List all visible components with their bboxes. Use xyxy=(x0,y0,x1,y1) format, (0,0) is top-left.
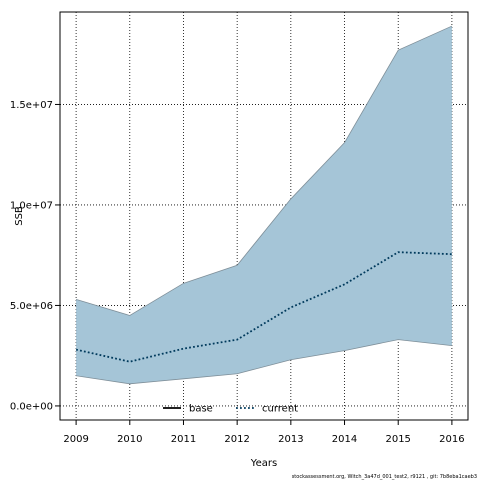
series-layer xyxy=(75,251,452,363)
plot-frame xyxy=(59,11,469,421)
x-axis-title: Years xyxy=(250,458,277,469)
legend-label-base: base xyxy=(189,404,213,415)
x-tick-label: 2009 xyxy=(63,434,88,445)
confidence-band-layer xyxy=(75,25,453,385)
x-tick-label: 2014 xyxy=(332,434,357,445)
footer-text: stockassessment.org, Witch_3a47d_001_tes… xyxy=(292,474,477,480)
legend: base current xyxy=(163,404,298,415)
x-tick-label: 2012 xyxy=(224,434,249,445)
x-tick-label: 2013 xyxy=(278,434,303,445)
x-tick-label: 2016 xyxy=(439,434,464,445)
series-line-current xyxy=(75,251,452,363)
y-tick-label: 5.0e+06 xyxy=(10,301,53,312)
x-axis: 2009 2010 2011 2012 2013 2014 2015 2016 xyxy=(63,420,465,445)
confidence-band xyxy=(76,26,452,384)
x-tick-label: 2011 xyxy=(171,434,196,445)
y-axis: 0.0e+00 5.0e+06 1.0e+07 1.5e+07 xyxy=(10,100,60,412)
x-tick-label: 2010 xyxy=(117,434,142,445)
x-tick-label: 2015 xyxy=(385,434,410,445)
y-tick-label: 1.0e+07 xyxy=(10,200,53,211)
band-lower-edge xyxy=(76,339,452,385)
band-upper-edge xyxy=(75,25,453,316)
y-tick-label: 0.0e+00 xyxy=(10,401,53,412)
y-tick-label: 1.5e+07 xyxy=(10,100,53,111)
legend-label-current: current xyxy=(262,404,298,415)
y-axis-title: SSB xyxy=(14,206,25,226)
